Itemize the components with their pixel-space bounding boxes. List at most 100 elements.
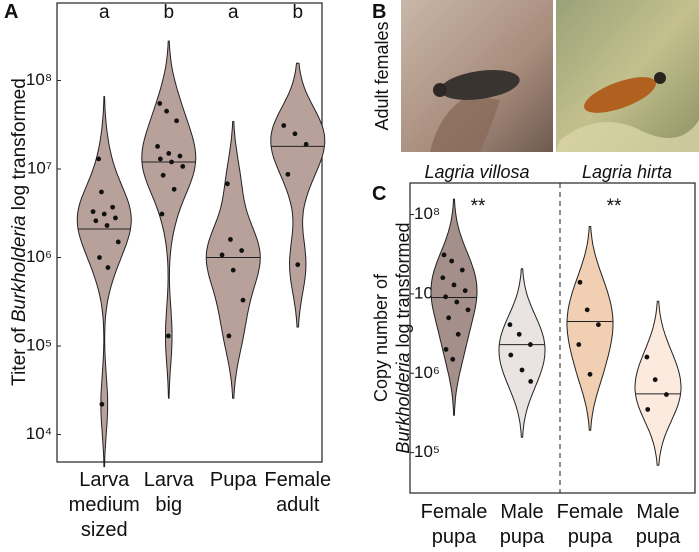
data-point: [228, 237, 233, 242]
data-point: [645, 407, 651, 412]
annotation: a: [99, 2, 110, 23]
data-point: [93, 218, 99, 224]
x-tick-label: Female adult: [264, 469, 332, 516]
data-point: [219, 252, 225, 258]
violin: [270, 62, 326, 328]
data-point: [451, 282, 457, 288]
y-axis-label: Burkholderia log transformed: [393, 222, 413, 453]
x-tick-label: Larva big: [143, 469, 194, 516]
violin: [430, 198, 478, 416]
photo-beetle-head: [654, 72, 666, 84]
data-point: [508, 352, 514, 358]
data-point: [281, 123, 287, 128]
y-tick-label: 10⁶: [26, 247, 52, 266]
photo-plant: [556, 120, 699, 152]
x-tick-label: Pupa: [209, 469, 257, 491]
y-tick-label: 10⁵: [414, 442, 440, 461]
panel-label: A: [4, 1, 18, 23]
annotation: b: [292, 2, 303, 23]
y-tick-label: 10⁶: [414, 363, 440, 382]
data-point: [97, 255, 102, 260]
violin: [76, 96, 132, 468]
data-point: [443, 346, 449, 352]
data-point: [180, 163, 186, 169]
data-point: [507, 322, 513, 328]
data-point: [105, 265, 111, 270]
photo-beetle-head: [433, 83, 447, 97]
data-point: [516, 331, 522, 337]
data-point: [159, 211, 165, 217]
data-point: [449, 258, 455, 264]
data-point: [584, 307, 590, 313]
data-point: [110, 204, 116, 210]
y-axis-label-part: Titer of: [9, 322, 30, 386]
data-point: [450, 356, 456, 362]
y-tick-label: 10⁵: [26, 336, 52, 355]
data-point: [519, 367, 525, 373]
data-point: [166, 151, 172, 156]
y-tick-label: 10⁷: [27, 158, 52, 177]
data-point: [157, 156, 163, 162]
y-axis-label-part: Burkholderia: [9, 215, 30, 322]
photo-caption: Lagria hirta: [582, 162, 672, 182]
data-point: [160, 172, 166, 178]
data-point: [446, 315, 452, 321]
data-point: [295, 262, 301, 268]
annotation: **: [607, 196, 622, 217]
y-axis-label-part: log transformed: [9, 78, 30, 215]
data-point: [90, 209, 96, 215]
photo-caption: Lagria villosa: [424, 162, 529, 182]
data-point: [113, 215, 118, 221]
x-tick-label: Female pupa: [420, 501, 488, 548]
annotation: b: [163, 2, 174, 23]
violin: [498, 268, 546, 438]
data-point: [459, 267, 465, 273]
photo-beetle: [440, 70, 520, 100]
data-point: [169, 159, 174, 165]
plot-frame: [409, 182, 696, 494]
violin: [141, 40, 197, 399]
y-axis-label: Titer of Burkholderia log transformed: [9, 78, 30, 386]
data-point: [455, 331, 461, 337]
y-tick-label: 10⁸: [414, 204, 440, 223]
photo-beetle: [584, 77, 656, 113]
data-point: [157, 101, 163, 106]
data-point: [596, 322, 601, 328]
data-point: [465, 307, 471, 313]
data-point: [174, 118, 179, 124]
data-point: [576, 342, 582, 347]
photo-plant: [430, 95, 500, 152]
data-point: [224, 181, 230, 187]
data-point: [99, 189, 104, 195]
data-point: [285, 171, 291, 177]
data-point: [104, 223, 110, 228]
data-point: [454, 299, 460, 305]
data-point: [165, 333, 171, 339]
violin: [634, 300, 682, 466]
data-point: [664, 392, 669, 397]
data-point: [230, 267, 236, 273]
data-point: [155, 143, 160, 149]
data-point: [239, 248, 245, 253]
y-axis-label-part: Burkholderia: [393, 353, 413, 454]
violin: [205, 121, 261, 399]
annotation: **: [471, 196, 486, 217]
data-point: [303, 141, 309, 147]
data-point: [441, 252, 447, 258]
data-point: [101, 211, 107, 217]
y-tick-label: 10⁸: [26, 70, 52, 89]
data-point: [587, 371, 593, 377]
panel-label: B: [372, 1, 386, 23]
data-point: [528, 379, 534, 384]
photo-label: Adult females: [372, 21, 392, 130]
data-point: [226, 333, 232, 339]
data-point: [115, 239, 121, 245]
violin: [566, 226, 614, 431]
data-point: [528, 342, 533, 347]
annotation: a: [228, 2, 239, 23]
x-tick-label: Male pupa: [499, 501, 545, 548]
y-axis-label: Copy number of: [371, 273, 391, 402]
data-point: [443, 294, 448, 300]
